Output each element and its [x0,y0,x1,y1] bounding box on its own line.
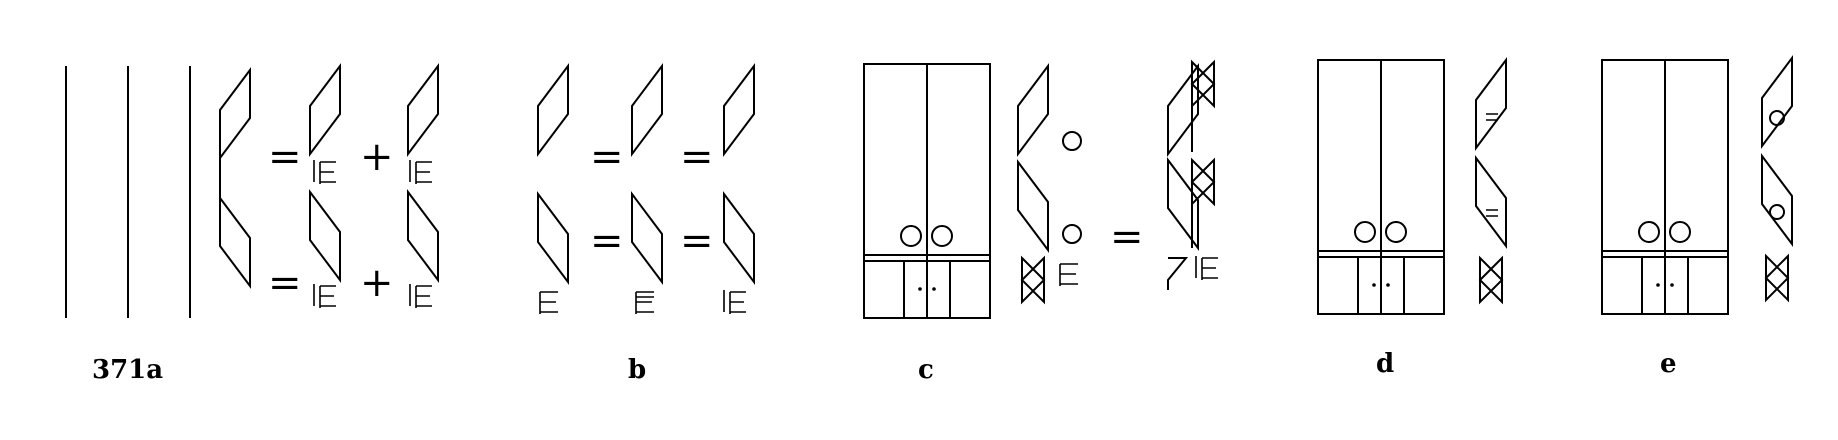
panel-a: = + = + 371a [65,65,439,385]
equals-sign: = [680,134,714,180]
panel-e: e [1601,57,1793,379]
panel-b: = = = = b [537,65,755,385]
figure-label-e: e [1660,349,1677,379]
equals-sign: = [268,260,302,306]
plus-sign: + [360,134,394,180]
figure-label-c: c [918,355,934,385]
figure-label-a: 371a [92,355,163,385]
equals-sign: = [590,134,624,180]
figure-label-b: b [628,355,646,385]
figure-label-d: d [1376,349,1394,379]
plus-sign: + [360,260,394,306]
panel-d: d [1317,59,1507,379]
equals-sign: = [680,218,714,264]
equals-sign: = [590,218,624,264]
equals-sign: = [1110,214,1144,260]
equals-sign: = [268,134,302,180]
panel-c: = c [863,61,1219,385]
